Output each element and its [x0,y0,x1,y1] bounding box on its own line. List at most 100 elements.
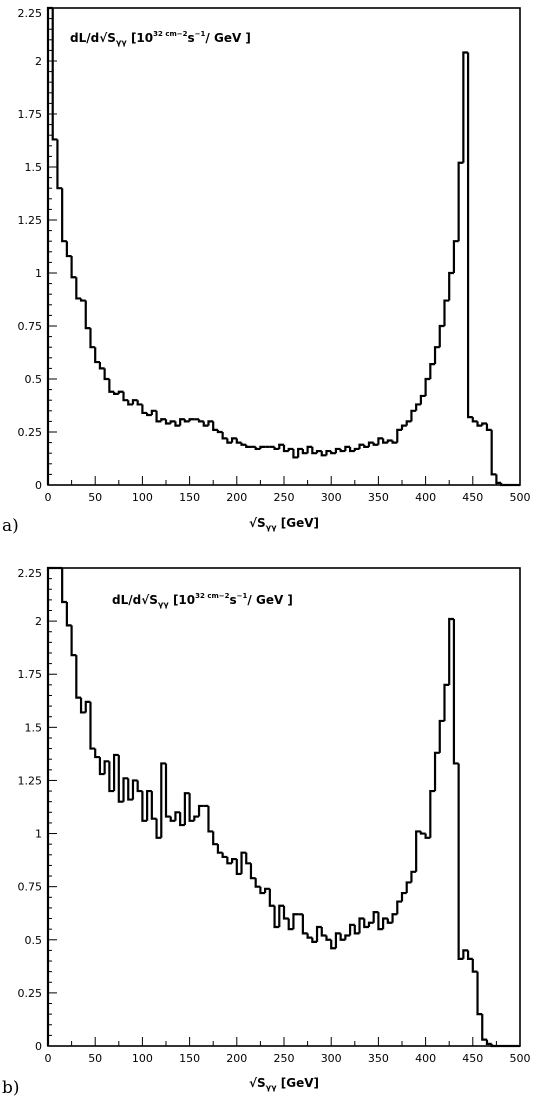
x-tick-label: 50 [88,491,102,504]
histogram-bin [207,805,214,833]
histogram-bin [485,1039,492,1045]
histogram-bin [457,161,464,242]
histogram-bin [98,362,105,370]
histogram-bin [367,441,374,447]
histogram-bin [108,761,115,793]
histogram-bin [462,51,469,163]
y-tick-label: 1 [35,828,42,841]
histogram-bin [315,925,322,942]
histogram-bin [131,779,138,800]
histogram-bin [127,400,133,406]
histogram-bin [254,878,261,888]
histogram-bin [377,437,384,445]
histogram-bin [254,446,261,451]
histogram-bin [438,324,445,348]
histogram-bin [169,816,176,822]
y-tick-label: 1 [35,267,42,280]
histogram-bin [179,418,185,426]
plot-frame [47,7,521,486]
histogram-bin [358,443,365,449]
histogram-bin [79,298,86,302]
histogram-bin [174,811,181,821]
histogram-bin [471,417,478,423]
histogram-bin [325,449,332,456]
histogram-bin [330,939,336,950]
histogram-bin [61,568,67,604]
histogram-bin [410,870,417,883]
histogram-bin [363,918,369,929]
histogram-bin [56,139,63,190]
histogram-bin [112,391,119,395]
histogram-bin [386,439,393,443]
x-tick-label: 100 [132,1052,153,1065]
y-tick-label: 2.25 [18,567,43,580]
histogram-bin [405,881,412,894]
histogram-bin [377,912,384,931]
histogram-bin [353,447,360,452]
histogram-bin [160,762,166,838]
histogram-bin [315,449,322,454]
histogram-bin [141,404,148,415]
histogram-bin [197,804,204,817]
histogram-bin [84,300,91,330]
histogram-bin [216,429,223,434]
histogram-bin [89,328,96,349]
histogram-bin [188,793,195,822]
y-axis-label: dL/d√Sγγ [1032 cm−2s−1/ GeV ] [70,30,251,47]
histogram-bin [117,754,124,803]
histogram-bin [136,400,143,406]
y-tick-label: 2.25 [18,7,43,20]
histogram-bin [103,760,110,775]
x-tick-label: 400 [415,1052,436,1065]
histogram-bin [278,904,284,928]
histogram-bin [372,442,379,446]
histogram-bin [94,748,100,759]
histogram-bin [500,482,506,487]
histogram-bin [75,277,82,300]
y-tick-label: 1.75 [18,108,43,121]
histogram-bin [400,424,407,430]
histogram-bin [363,444,369,448]
y-tick-label: 0.25 [18,987,43,1000]
y-tick-label: 0 [35,479,42,492]
histogram-bin [207,420,214,426]
histogram-bin [448,271,454,301]
histogram-bin [301,448,308,455]
histogram-bin [46,6,53,485]
histogram-bin [226,438,233,444]
histogram-bin [344,445,351,452]
histogram-bin [400,891,407,902]
x-tick-label: 450 [462,1052,483,1065]
histogram-bin [443,299,450,326]
histogram-bin [136,780,143,793]
histogram-bin [466,950,473,960]
histogram-bin [320,451,327,457]
histogram-bin [146,789,152,821]
histogram-bin [183,792,190,826]
histogram-bin [396,428,402,443]
histogram-bin [150,409,157,416]
histogram-bin [476,971,483,1016]
histogram-bin [197,419,204,423]
x-tick-label: 200 [226,1052,247,1065]
histogram-bin [495,474,502,484]
histogram-bin [160,418,166,422]
histogram-bin [131,399,138,405]
histogram-bin [117,390,124,394]
histogram-bin [155,818,162,839]
histogram-bin [146,412,152,417]
histogram-bin [273,446,280,451]
histogram-bin [235,859,242,876]
y-tick-label: 1.75 [18,668,43,681]
histogram-bin [490,1043,497,1048]
histogram-bin [358,917,365,934]
histogram-bin [169,420,176,424]
histogram-bin [443,683,450,721]
histogram-bin [235,438,242,444]
histogram-bin [348,923,355,936]
chart-panel-b: dL/d√Sγγ [1032 cm−2s−1/ GeV ] √Sγγ [GeV]… [2,566,531,1098]
histogram-bin [448,617,454,685]
histogram-bin [419,831,426,835]
x-tick-label: 400 [415,491,436,504]
